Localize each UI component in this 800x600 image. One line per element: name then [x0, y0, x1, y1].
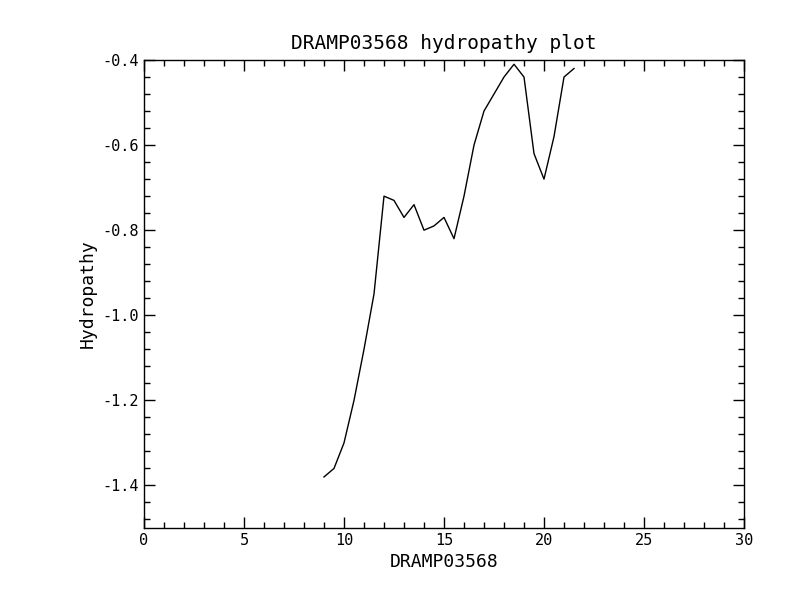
- Title: DRAMP03568 hydropathy plot: DRAMP03568 hydropathy plot: [291, 34, 597, 53]
- Y-axis label: Hydropathy: Hydropathy: [79, 239, 97, 349]
- X-axis label: DRAMP03568: DRAMP03568: [390, 553, 498, 571]
